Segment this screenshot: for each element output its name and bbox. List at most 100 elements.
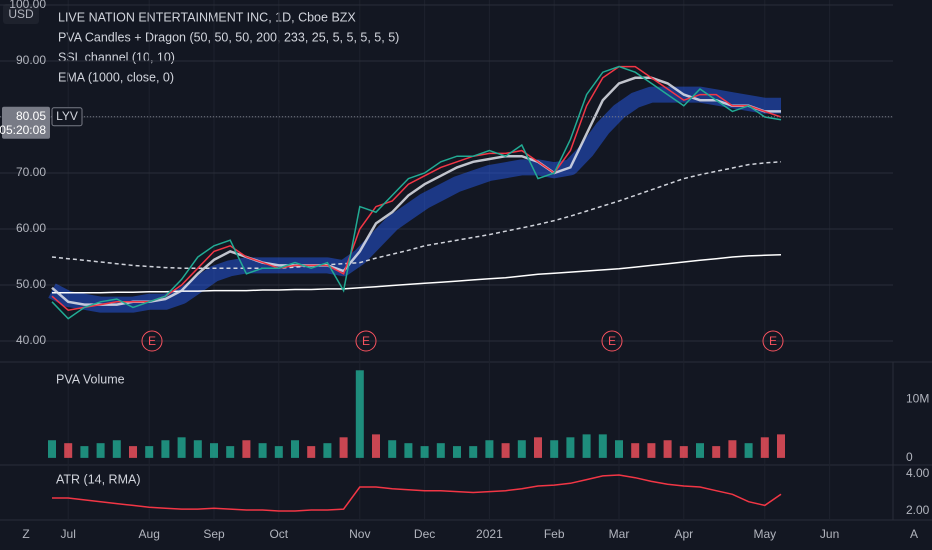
volume-bar [679,446,688,458]
volume-bar [582,434,591,458]
x-tick-label: Sep [203,527,225,541]
indicator[interactable]: SSL channel (10, 10) [58,50,175,64]
pane-title: ATR (14, RMA) [56,472,141,486]
y-tick-label: 60.00 [16,221,46,235]
volume-bar [550,440,559,458]
x-tick-label: Dec [414,527,435,541]
volume-bar [453,446,461,458]
series-line [51,76,781,306]
volume-bar [226,446,235,458]
x-tick-label: Feb [544,527,565,541]
symbol-tag [51,107,83,127]
volume-bar [436,443,445,458]
x-tick-label: Jun [820,527,839,541]
symbol: LYV [56,109,78,123]
price-tag-value: 80.05 [16,109,46,123]
earnings-label: E [608,334,616,348]
x-tick-label: Aug [139,527,160,541]
volume-bar [80,446,89,458]
volume-bar [485,440,494,458]
earnings-marker[interactable] [141,330,163,352]
volume-bar [469,446,478,458]
volume-bar [161,440,170,458]
volume-bar [501,443,510,458]
earnings-marker[interactable] [355,330,377,352]
volume-bar [64,443,73,458]
y-tick-label: 2.00 [906,503,930,517]
x-tick-label: May [753,527,776,541]
x-tick-label: Nov [349,527,370,541]
volume-bar [242,440,251,458]
y-tick-label: 4.00 [906,466,930,480]
volume-bar [210,443,218,458]
volume-bar [291,440,299,458]
y-tick-label: 100.00 [9,0,46,11]
volume-bar [777,434,785,458]
earnings-label: E [769,334,777,348]
events: E E E E [141,330,784,352]
indicator[interactable]: EMA (1000, close, 0) [58,70,174,84]
currency-box[interactable] [3,4,39,24]
volume-bar [193,440,202,458]
series-line [48,86,781,313]
x-tick-label: Jul [61,527,76,541]
volume-bar [145,446,154,458]
volume-bar [696,443,704,458]
x-tick-label: Mar [609,527,630,541]
volume-bar [388,440,397,458]
volume-bar [404,443,413,458]
volume-bar [517,440,526,458]
volume-bar [760,437,769,458]
x-tick-label: Apr [674,527,693,541]
auto-scale-button[interactable]: A [910,527,918,541]
volume-bar [355,370,364,458]
volume-bar [728,440,737,458]
volume-bar [566,437,575,458]
volume-bar [323,443,332,458]
volume-bar [129,446,137,458]
series-line [52,474,782,512]
timezone-button[interactable]: Z [22,527,29,541]
x-tick-label: Oct [269,527,288,541]
series-line [51,65,782,320]
volume-bar [663,440,672,458]
volume-bar [339,437,348,458]
volume-bar [307,446,316,458]
volume-bar [631,443,640,458]
volume-bar [96,443,105,458]
indicator[interactable]: PVA Candles + Dragon (50, 50, 50, 200, 2… [58,30,399,44]
volume-bar [744,443,753,458]
y-tick-label: 10M [906,391,929,405]
volume-bar [647,443,656,458]
volume-bar [177,437,186,458]
volume-bar [274,446,283,458]
y-tick-label: 70.00 [16,165,46,179]
volume-bar [598,434,607,458]
earnings-marker[interactable] [762,330,784,352]
volume-bar [615,440,623,458]
volume-bar [420,446,429,458]
y-tick-label: 0 [906,450,913,464]
title: LIVE NATION ENTERTAINMENT INC, 1D, Cboe … [58,10,356,24]
series-line [51,65,782,311]
volume-bar [258,443,267,458]
volume-bar [112,440,121,458]
y-tick-label: 50.00 [16,277,46,291]
earnings-label: E [362,334,370,348]
earnings-label: E [148,334,156,348]
series-line [51,161,782,269]
volume-bar [534,437,542,458]
earnings-marker[interactable] [601,330,623,352]
x-tick-label: 2021 [476,527,503,541]
price-tag [2,106,50,139]
volume-bar [48,440,56,458]
countdown: 05:20:08 [0,123,46,137]
y-tick-label: 90.00 [16,53,46,67]
y-tick-label: 40.00 [16,333,46,347]
volume-bar [372,434,380,458]
volume-bar [712,446,721,458]
pane-title: PVA Volume [56,372,125,386]
currency: USD [8,7,34,21]
